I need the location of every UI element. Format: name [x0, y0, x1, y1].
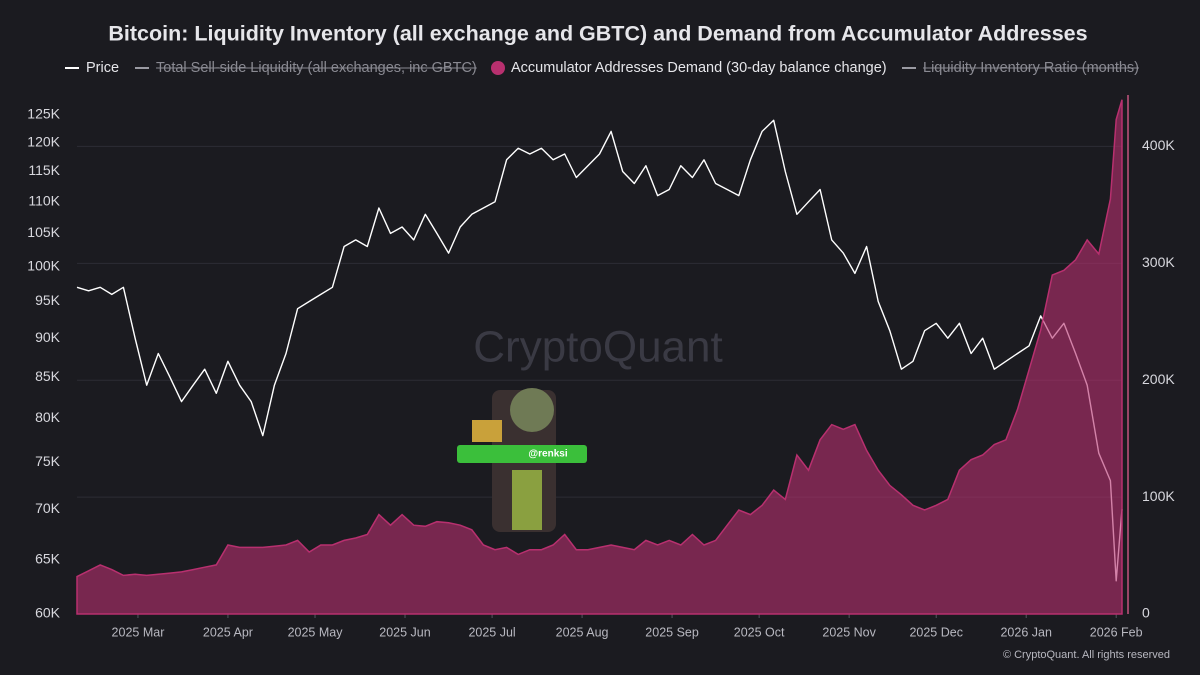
y2-tick-label: 400K: [1142, 137, 1175, 153]
y-tick-label: 75K: [35, 453, 61, 469]
legend-swatch: [491, 61, 505, 75]
y2-tick-label: 100K: [1142, 488, 1175, 504]
demand-area: [76, 99, 1123, 615]
x-tick-label: 2025 Aug: [556, 625, 609, 639]
y2-tick-label: 200K: [1142, 371, 1175, 387]
sticker-label: @renksi: [528, 449, 567, 460]
sticker-item: [472, 420, 502, 442]
y-tick-label: 65K: [35, 550, 61, 566]
y-tick-label: 105K: [27, 224, 60, 240]
legend-label: Price: [86, 60, 119, 76]
y-tick-label: 100K: [27, 257, 60, 273]
legend: Price Total Sell-side Liquidity (all exch…: [65, 60, 1139, 76]
x-tick-label: 2025 Nov: [822, 625, 876, 639]
x-tick-label: 2025 Jun: [379, 625, 430, 639]
x-tick-label: 2025 Apr: [203, 625, 253, 639]
price-line: [76, 119, 1123, 582]
x-tick-label: 2026 Feb: [1090, 625, 1143, 639]
y-tick-label: 95K: [35, 292, 61, 308]
y2-tick-label: 300K: [1142, 254, 1175, 270]
y2-tick-label: 0: [1142, 605, 1150, 621]
x-tick-label: 2025 May: [288, 625, 344, 639]
y-tick-label: 120K: [27, 133, 60, 149]
sticker-bar: [457, 445, 587, 463]
x-tick-label: 2025 Dec: [909, 625, 963, 639]
chart-title: Bitcoin: Liquidity Inventory (all exchan…: [108, 22, 1087, 46]
y-tick-label: 125K: [27, 106, 60, 122]
x-tick-label: 2025 Jul: [468, 625, 515, 639]
legend-label: Accumulator Addresses Demand (30-day bal…: [511, 60, 887, 76]
y-tick-label: 80K: [35, 409, 61, 425]
sticker-head: [510, 388, 554, 432]
x-tick-label: 2025 Sep: [645, 625, 699, 639]
y-tick-label: 115K: [28, 162, 60, 178]
x-tick-label: 2025 Mar: [112, 625, 165, 639]
watermark: CryptoQuant: [473, 323, 722, 372]
sticker: @renksi: [457, 388, 587, 532]
x-tick-label: 2026 Jan: [1000, 625, 1051, 639]
plot-area: 0 100K 200K 300K 400K 60K 65K 70K 75K 80K 85K 90K 95…: [27, 99, 1175, 639]
y-tick-label: 70K: [35, 500, 61, 516]
y-tick-label: 85K: [35, 368, 61, 384]
y-tick-label: 110K: [28, 192, 60, 208]
y-tick-label: 60K: [35, 605, 61, 621]
credit: © CryptoQuant. All rights reserved: [1003, 649, 1170, 661]
sticker-body: [512, 470, 542, 530]
y-tick-label: 90K: [35, 329, 61, 345]
x-tick-label: 2025 Oct: [734, 625, 785, 639]
